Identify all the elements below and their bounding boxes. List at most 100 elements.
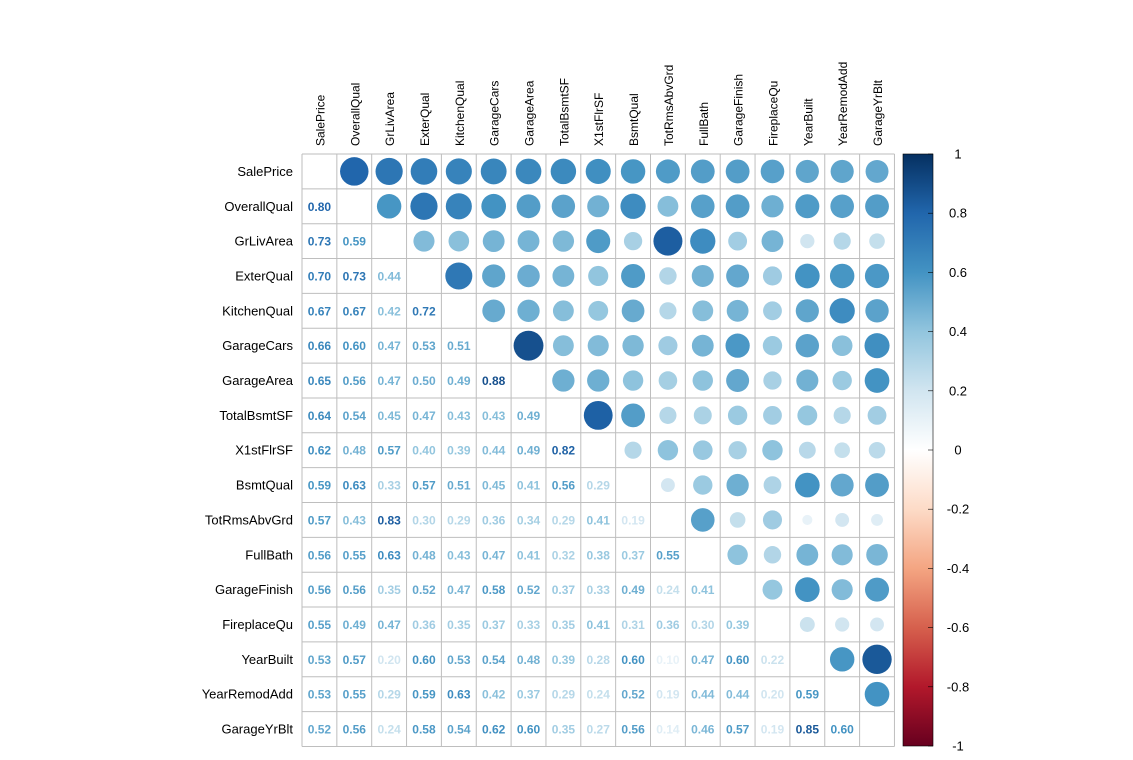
correlation-circle	[794, 263, 820, 289]
correlation-circle	[864, 333, 890, 359]
colorbar-tick-label: -0.2	[947, 502, 969, 517]
correlation-value: 0.45	[482, 479, 506, 493]
correlation-circle	[517, 299, 540, 322]
matrix-cell	[336, 293, 372, 329]
matrix-cell	[476, 572, 512, 608]
correlation-circle	[587, 335, 609, 357]
correlation-value: 0.50	[412, 374, 436, 388]
matrix-cell	[371, 711, 407, 747]
matrix-cell	[615, 502, 651, 538]
correlation-value: 0.31	[621, 618, 645, 632]
correlation-circle	[869, 233, 885, 249]
correlation-value: 0.80	[308, 200, 332, 214]
row-label: GarageArea	[222, 373, 294, 388]
correlation-circle	[413, 230, 435, 252]
matrix-cell	[441, 676, 477, 712]
correlation-value: 0.55	[343, 548, 367, 562]
correlation-circle	[760, 159, 785, 184]
correlation-value: 0.47	[377, 618, 401, 632]
correlation-circle	[802, 514, 813, 525]
correlation-value: 0.47	[482, 548, 506, 562]
correlation-circle	[795, 333, 820, 358]
correlation-circle	[445, 262, 473, 290]
correlation-value: 0.44	[377, 269, 401, 283]
correlation-circle	[763, 405, 782, 425]
correlation-circle	[829, 263, 855, 289]
matrix-cell	[545, 676, 581, 712]
correlation-value: 0.73	[343, 269, 367, 283]
correlation-circle	[515, 158, 542, 185]
correlation-circle	[833, 232, 851, 250]
correlation-value: 0.67	[343, 304, 367, 318]
matrix-cell	[615, 572, 651, 608]
correlation-circle	[623, 231, 643, 251]
correlation-circle	[726, 264, 750, 288]
matrix-cell	[511, 502, 546, 538]
matrix-cell	[615, 467, 651, 503]
matrix-cell	[336, 328, 372, 364]
matrix-cell	[755, 641, 790, 677]
correlation-circle	[621, 299, 645, 323]
correlation-circle	[691, 264, 714, 288]
matrix-cell	[371, 258, 407, 294]
correlation-value: 0.64	[308, 409, 332, 423]
correlation-value: 0.14	[656, 723, 680, 737]
matrix-cell	[441, 432, 477, 468]
correlation-value: 0.49	[517, 409, 541, 423]
matrix-cell	[511, 432, 546, 468]
matrix-cell	[580, 572, 616, 608]
correlation-value: 0.24	[377, 723, 401, 737]
correlation-value: 0.57	[412, 479, 436, 493]
matrix-cell	[302, 711, 337, 747]
matrix-cell	[336, 188, 372, 224]
correlation-value: 0.41	[587, 618, 611, 632]
correlation-value: 0.88	[482, 374, 506, 388]
matrix-cell	[615, 676, 651, 712]
matrix-cell	[824, 676, 860, 712]
matrix-cell	[511, 572, 546, 608]
correlation-circle	[690, 508, 715, 532]
colorbar-tick-label: -1	[952, 739, 964, 754]
matrix-cell	[371, 432, 407, 468]
matrix-cell	[511, 641, 546, 677]
matrix-cell	[441, 711, 477, 747]
correlation-value: 0.29	[552, 688, 576, 702]
correlation-value: 0.70	[308, 269, 332, 283]
matrix-cell	[720, 711, 756, 747]
correlation-circle	[870, 617, 884, 632]
correlation-value: 0.52	[517, 583, 541, 597]
matrix-cell	[371, 328, 407, 364]
correlation-value: 0.54	[482, 653, 506, 667]
correlation-circle	[690, 228, 716, 254]
correlation-value: 0.41	[517, 548, 541, 562]
correlation-circle	[480, 158, 507, 185]
matrix-cell	[511, 467, 546, 503]
matrix-cell	[371, 223, 407, 259]
correlation-circle	[659, 302, 677, 320]
colorbar-tick-label: 0.8	[949, 206, 967, 221]
correlation-value: 0.28	[587, 653, 611, 667]
matrix-cell	[406, 467, 442, 503]
correlation-value: 0.43	[447, 409, 471, 423]
matrix-cell	[406, 641, 442, 677]
correlation-circle	[585, 158, 611, 184]
correlation-value: 0.53	[308, 688, 332, 702]
correlation-value: 0.73	[308, 235, 332, 249]
column-label: KitchenQual	[453, 81, 467, 146]
correlation-value: 0.48	[412, 548, 436, 562]
correlation-value: 0.42	[482, 688, 506, 702]
correlation-circle	[862, 644, 892, 675]
correlation-value: 0.24	[587, 688, 611, 702]
correlation-value: 0.53	[308, 653, 332, 667]
matrix-cell	[476, 607, 512, 642]
correlation-value: 0.51	[447, 479, 471, 493]
matrix-cell	[476, 363, 512, 398]
correlation-value: 0.51	[447, 339, 471, 353]
correlation-circle	[865, 159, 889, 183]
correlation-value: 0.10	[656, 653, 680, 667]
correlation-circle	[587, 195, 610, 218]
matrix-cell	[336, 641, 372, 677]
matrix-cell	[545, 432, 581, 468]
correlation-circle	[763, 301, 782, 321]
correlation-value: 0.54	[447, 723, 471, 737]
